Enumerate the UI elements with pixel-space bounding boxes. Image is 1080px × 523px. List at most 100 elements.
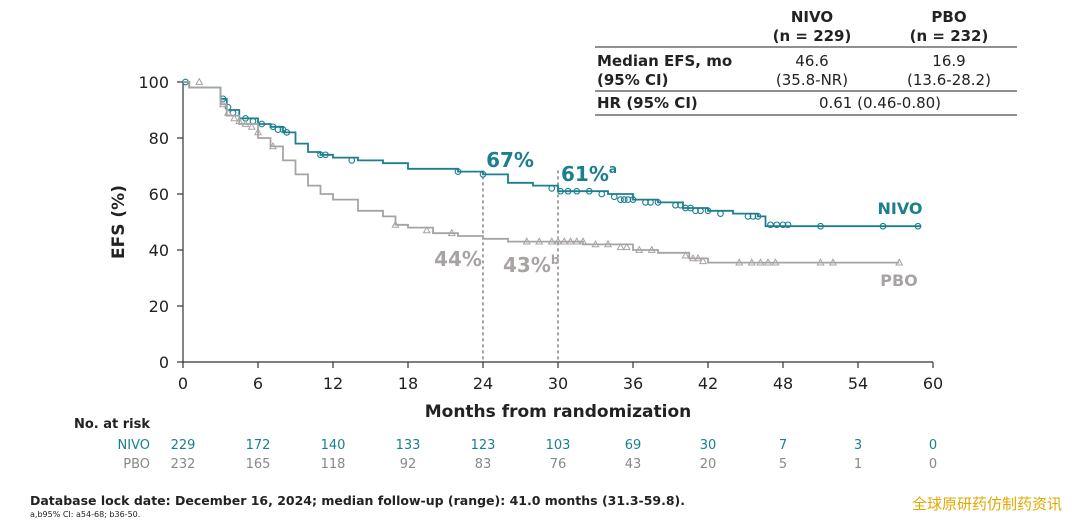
- nivo-censor-mark: [283, 129, 291, 136]
- pbo-censor-mark: [693, 253, 703, 262]
- pbo-header-name: PBO: [931, 8, 966, 26]
- nivo-censor-mark: [717, 210, 724, 217]
- risk-value-pbo: 20: [700, 457, 717, 472]
- nivo-censor-mark: [598, 190, 606, 198]
- risk-value-nivo: 123: [471, 438, 496, 453]
- pbo-censor-mark: [616, 242, 625, 251]
- pbo-censor-mark: [253, 127, 263, 136]
- risk-value-nivo: 69: [625, 438, 642, 453]
- nivo-censor-mark: [479, 171, 487, 178]
- pbo-censor-mark: [698, 256, 708, 265]
- pbo-curve: [183, 81, 900, 264]
- risk-value-nivo: 140: [321, 438, 346, 453]
- risk-table-title: No. at risk: [74, 417, 150, 432]
- nivo-30-value: 61%: [561, 162, 609, 186]
- nivo-series-label: NIVO: [877, 199, 922, 218]
- nivo-censor-mark: [322, 151, 329, 159]
- y-ticks: 0 20 40 60 80 100: [138, 73, 183, 372]
- number-at-risk-table: No. at risk NIVO PBO 229 172 140 133 123 103 6…: [74, 417, 937, 472]
- x-tick-label: 48: [773, 374, 793, 393]
- y-tick-label: 100: [138, 73, 169, 92]
- risk-value-pbo: 5: [779, 457, 787, 472]
- summary-table: NIVO (n = 229) PBO (n = 232) Median EFS,…: [595, 8, 1017, 116]
- watermark: 全球原研药仿制药资讯: [911, 495, 1062, 513]
- pbo-median: 16.9: [932, 52, 965, 70]
- pbo-censor-mark: [447, 228, 456, 237]
- pbo-censor-mark: [223, 108, 233, 116]
- nivo-censor-mark: [704, 207, 712, 215]
- nivo-censor-mark: [914, 222, 922, 230]
- pbo-censor-mark: [195, 77, 204, 85]
- risk-value-pbo: 1: [854, 457, 862, 472]
- pbo-30-value: 43%: [503, 253, 551, 277]
- pbo-censor-mark: [828, 258, 838, 266]
- nivo-curve: [183, 81, 921, 228]
- nivo-censor-mark: [879, 222, 887, 230]
- nivo-censor-mark: [672, 201, 679, 209]
- pbo-header-n: (n = 232): [910, 27, 989, 45]
- pbo-censor-mark: [566, 237, 575, 245]
- y-tick-label: 40: [149, 241, 169, 260]
- pbo-24-month-label: 44%: [434, 247, 482, 271]
- nivo-censor-mark: [269, 123, 277, 131]
- y-tick-label: 80: [149, 129, 169, 148]
- nivo-censor-mark: [767, 221, 774, 229]
- pbo-censor-mark: [763, 258, 773, 266]
- nivo-median-ci: (35.8-NR): [776, 71, 848, 89]
- pbo-censor-mark: [816, 258, 825, 266]
- pbo-series-label: PBO: [880, 271, 918, 290]
- median-label: Median EFS, mo: [597, 52, 732, 70]
- pbo-censor-mark: [235, 116, 244, 125]
- x-tick-label: 60: [923, 374, 943, 393]
- nivo-header-n: (n = 229): [773, 27, 852, 45]
- footer-lock-date: Database lock date: December 16, 2024; m…: [30, 493, 686, 508]
- nivo-censor-mark: [610, 193, 618, 201]
- risk-value-nivo: 30: [700, 438, 717, 453]
- pbo-censor-mark: [553, 237, 563, 245]
- pbo-censor-mark: [535, 237, 544, 245]
- nivo-censor-mark: [749, 213, 757, 220]
- pbo-censor-mark: [756, 258, 765, 266]
- x-tick-label: 0: [178, 374, 188, 393]
- nivo-censor-mark: [642, 199, 649, 206]
- pbo-30-month-label: 43%b: [503, 253, 560, 277]
- pbo-censor-mark: [635, 245, 644, 253]
- pbo-censor-mark: [218, 99, 228, 108]
- pbo-censor-mark: [241, 119, 250, 127]
- nivo-censor-mark: [773, 221, 781, 229]
- pbo-censor-mark: [603, 239, 613, 248]
- risk-value-pbo: 92: [400, 457, 417, 472]
- pbo-censor-mark: [268, 141, 278, 150]
- nivo-censor-mark: [692, 207, 699, 215]
- x-ticks: 0 6 12 18 24 30 36 42 48 54 60: [178, 362, 943, 393]
- risk-value-pbo: 232: [171, 457, 196, 472]
- nivo-censor-mark: [557, 187, 564, 195]
- y-tick-label: 60: [149, 185, 169, 204]
- nivo-censor-mark: [454, 168, 462, 175]
- x-tick-label: 6: [253, 374, 263, 393]
- pbo-censor-mark: [735, 258, 744, 266]
- pbo-censor-mark: [688, 253, 698, 262]
- nivo-censor-mark: [573, 187, 581, 195]
- nivo-censor-mark: [258, 120, 266, 128]
- x-tick-label: 30: [548, 374, 568, 393]
- reference-lines: [482, 170, 559, 362]
- nivo-censor-mark: [687, 204, 694, 212]
- pbo-censor-mark: [522, 237, 531, 245]
- risk-row-label-pbo: PBO: [123, 457, 150, 472]
- nivo-censor-mark: [629, 196, 637, 203]
- risk-value-pbo: 43: [625, 457, 642, 472]
- pbo-censor-mark: [560, 237, 569, 245]
- y-axis-title: EFS (%): [109, 185, 129, 259]
- risk-value-pbo: 76: [550, 457, 567, 472]
- pbo-censor-mark: [647, 245, 656, 253]
- risk-value-pbo: 165: [246, 457, 271, 472]
- axes: 0 6 12 18 24 30 36 42 48 54 60 0 20 40 60 80 100 Months…: [109, 73, 943, 422]
- pbo-censor-mark: [547, 237, 556, 245]
- nivo-censor-mark: [754, 213, 762, 220]
- pbo-censor-mark: [591, 239, 600, 248]
- nivo-censor-mark: [654, 199, 662, 206]
- pbo-censor-mark: [230, 113, 239, 122]
